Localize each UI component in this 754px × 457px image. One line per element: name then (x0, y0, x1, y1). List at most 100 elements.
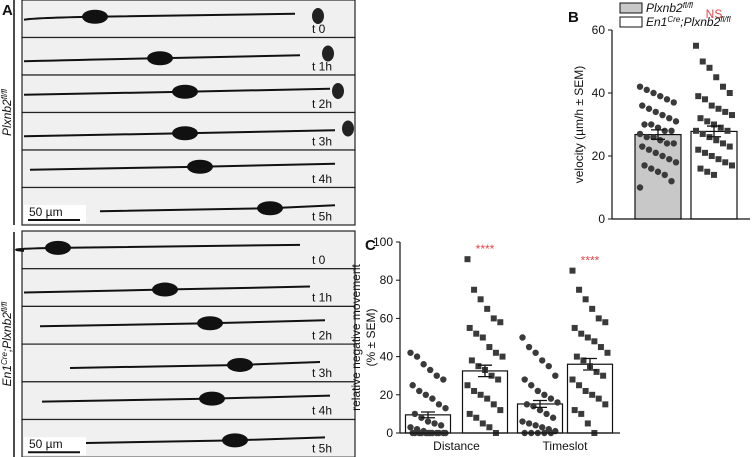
point (538, 424, 546, 431)
soma (222, 433, 248, 448)
text-part: fl/fl (683, 1, 693, 10)
soma (322, 45, 334, 62)
legend-swatch (619, 2, 643, 14)
point (437, 422, 445, 429)
point (697, 115, 704, 122)
point (650, 89, 657, 97)
point (697, 165, 704, 172)
point (471, 387, 478, 394)
y-tick-label: 80 (380, 273, 394, 287)
point (659, 152, 666, 160)
point (484, 305, 491, 312)
point (554, 399, 561, 406)
soma (332, 83, 344, 99)
point (464, 382, 471, 389)
error-bar (533, 399, 547, 409)
point (720, 140, 726, 147)
point (584, 420, 591, 427)
point (661, 127, 668, 134)
text-part: Cre (0, 352, 9, 365)
point (641, 121, 648, 128)
soma (172, 126, 198, 141)
legend-label: En1Cre;Plxnb2fl/fl (646, 15, 731, 30)
panel-label: A (2, 2, 13, 19)
point (593, 368, 600, 375)
point (521, 376, 528, 383)
y-tick-label: 40 (592, 86, 606, 100)
point (657, 92, 664, 100)
point (477, 296, 484, 303)
y-tick-label: 0 (598, 212, 605, 226)
point (407, 349, 414, 356)
point (668, 127, 675, 134)
significance: **** (581, 254, 600, 268)
point (715, 105, 722, 112)
point (663, 140, 671, 147)
point (541, 391, 548, 398)
point (479, 420, 486, 427)
point (473, 330, 480, 337)
point (477, 391, 484, 398)
point (643, 133, 650, 141)
point (711, 171, 717, 178)
point (409, 382, 416, 389)
point (573, 353, 580, 360)
point (726, 143, 733, 150)
error-bar (421, 411, 435, 419)
y-axis-label: (% ± SEM) (364, 309, 378, 367)
point (440, 376, 447, 383)
soma (152, 282, 178, 297)
point (704, 168, 711, 175)
point (532, 422, 539, 429)
soma (147, 51, 173, 66)
point (497, 319, 504, 326)
time-label: t 1h (312, 291, 332, 305)
point (602, 319, 609, 326)
text-part: En1 (646, 15, 667, 29)
legend-label: Plxnb2fl/fl (646, 1, 693, 16)
scale-label: 50 µm (29, 437, 63, 451)
point (580, 357, 587, 364)
point (523, 401, 531, 408)
point (536, 406, 544, 414)
text-part: Plxnb2 (646, 1, 683, 15)
point (713, 74, 720, 81)
point (584, 334, 591, 341)
point (466, 324, 473, 331)
y-tick-label: 60 (592, 23, 606, 37)
scale-label: 50 µm (29, 205, 63, 219)
soma (199, 391, 225, 406)
soma (197, 316, 223, 331)
point (639, 143, 646, 150)
point (552, 372, 559, 379)
point (645, 146, 653, 153)
point (582, 387, 589, 394)
point (652, 149, 659, 157)
point (711, 121, 717, 128)
point (528, 382, 535, 389)
point (636, 83, 644, 90)
point (571, 324, 578, 331)
point (706, 64, 713, 71)
point (420, 361, 427, 368)
y-axis-label: velocity (µm/h ± SEM) (572, 66, 586, 184)
soma (172, 84, 198, 99)
point (495, 376, 502, 383)
point (497, 407, 504, 414)
point (416, 387, 423, 395)
point (645, 105, 653, 112)
image-frame (21, 0, 356, 39)
point (695, 93, 702, 100)
text-part: ;Plxnb2 (0, 312, 14, 352)
text-part: fl/fl (720, 15, 730, 24)
point (490, 315, 497, 322)
point (582, 296, 589, 303)
point (670, 99, 677, 106)
point (654, 168, 662, 175)
image-frame (21, 36, 356, 76)
point (547, 395, 555, 402)
point (722, 159, 729, 166)
point (576, 286, 583, 293)
point (639, 102, 646, 109)
point (538, 357, 546, 364)
